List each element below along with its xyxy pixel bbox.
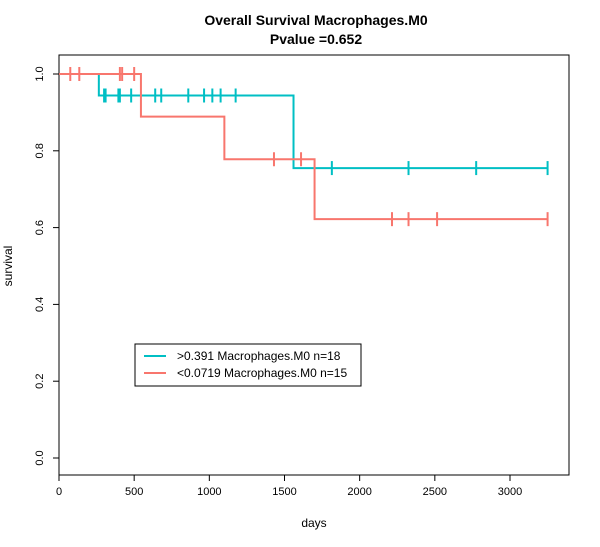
- chart-title: Overall Survival Macrophages.M0: [204, 12, 428, 28]
- x-tick-label: 0: [56, 486, 62, 498]
- y-axis-label: survival: [1, 246, 15, 287]
- x-tick-label: 1500: [272, 486, 296, 498]
- x-tick-label: 500: [125, 486, 143, 498]
- series-line-2: [59, 73, 548, 221]
- chart-subtitle: Pvalue =0.652: [270, 31, 362, 47]
- x-axis-label: days: [301, 516, 326, 530]
- y-tick-label: 0.8: [34, 143, 46, 158]
- legend-entry-label: <0.0719 Macrophages.M0 n=15: [177, 366, 347, 380]
- y-tick-label: 0.2: [34, 374, 46, 389]
- x-tick-label: 1000: [197, 486, 221, 498]
- x-tick-label: 2000: [347, 486, 371, 498]
- x-tick-label: 2500: [423, 486, 447, 498]
- y-tick-label: 0.0: [34, 450, 46, 465]
- series-line-1: [59, 73, 548, 170]
- y-tick-label: 0.4: [34, 297, 46, 312]
- y-tick-label: 0.6: [34, 220, 46, 235]
- x-tick-label: 3000: [498, 486, 522, 498]
- legend-box: [134, 343, 362, 387]
- y-tick-label: 1.0: [34, 66, 46, 81]
- plot-frame: [58, 54, 570, 476]
- legend-entry-label: >0.391 Macrophages.M0 n=18: [177, 349, 341, 363]
